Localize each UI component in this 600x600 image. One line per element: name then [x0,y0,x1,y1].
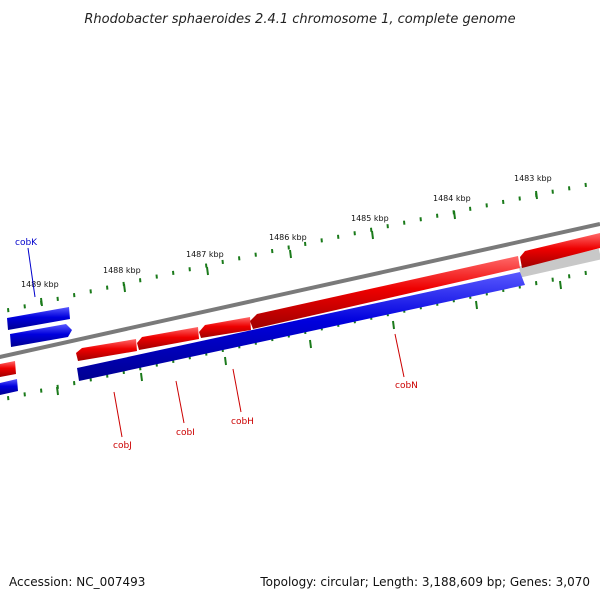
major-tick [559,280,562,290]
scale-ticks: 1483 kbp 1484 kbp 1485 kbp 1486 kbp 1487… [21,174,552,307]
major-tick [309,339,312,349]
tick-label: 1488 kbp [103,266,141,275]
callout-cobK [27,247,36,298]
gene-forward-left-edge[interactable] [0,361,16,377]
tick-label: 1486 kbp [269,233,307,242]
major-tick [40,297,43,307]
major-tick [535,190,538,200]
tick-label: 1485 kbp [351,214,389,223]
major-tick [392,320,395,330]
gene-label-cobK[interactable]: cobK [15,238,38,248]
backbone-outer [0,222,600,359]
major-tick [56,386,59,396]
major-tick [371,230,374,240]
major-tick [224,356,227,366]
gene-cobJ-arrow[interactable] [76,339,137,361]
genome-info-text: Topology: circular; Length: 3,188,609 bp… [260,575,590,589]
gene-cobK-upper[interactable] [7,307,70,330]
major-tick [475,300,478,310]
major-tick [289,249,292,259]
inner-scale-ticks [56,280,562,396]
major-tick [140,372,143,382]
gene-label-cobJ[interactable]: cobJ [113,441,132,451]
gene-cobI-arrow[interactable] [137,327,199,350]
backbone-inner-light [518,248,600,278]
gene-reverse-left-edge[interactable] [0,379,18,395]
tick-label: 1487 kbp [186,250,224,259]
gene-label-cobN[interactable]: cobN [395,381,418,391]
major-tick [123,283,126,293]
callout-cobJ [113,391,123,438]
callout-cobH [232,368,242,413]
tick-label: 1484 kbp [433,194,471,203]
accession-text: Accession: NC_007493 [9,575,146,589]
map-title: Rhodobacter sphaeroides 2.4.1 chromosome… [84,12,515,27]
tick-label: 1489 kbp [21,280,59,289]
callout-cobI [175,380,185,424]
gene-reverse-long[interactable] [77,272,525,381]
gene-cobN-arrow[interactable] [250,256,520,329]
gene-cobK-lower[interactable] [10,324,72,347]
major-tick [206,266,209,276]
tick-label: 1483 kbp [514,174,552,183]
gene-cobH-arrow[interactable] [199,317,251,338]
callout-cobN [394,333,405,378]
major-tick [453,210,456,220]
gene-label-cobI[interactable]: cobI [176,428,195,438]
gene-label-cobH[interactable]: cobH [231,417,254,427]
gene-forward-right[interactable] [520,233,600,268]
